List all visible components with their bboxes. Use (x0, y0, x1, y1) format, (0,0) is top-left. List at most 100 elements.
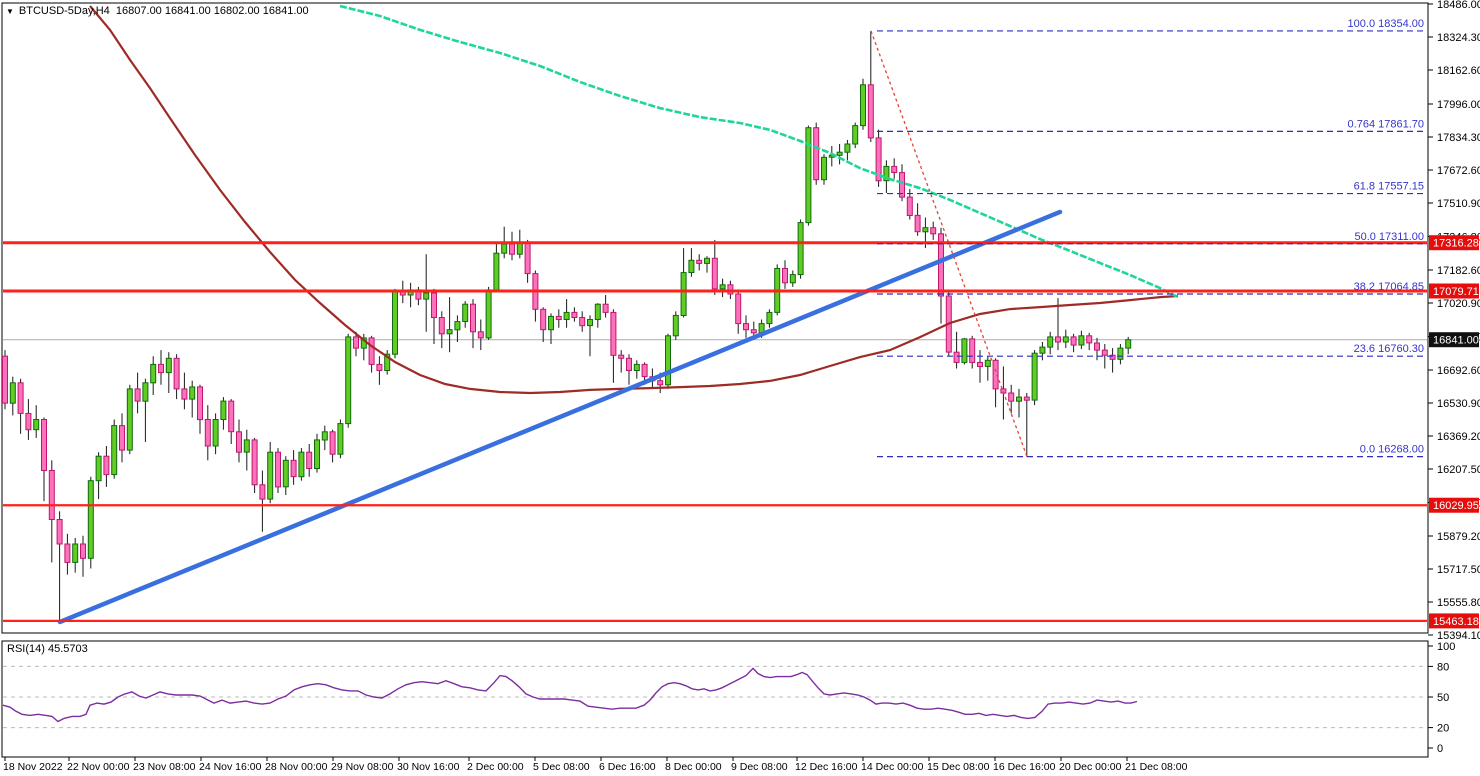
bear-candle (906, 196, 913, 217)
bull-candle (836, 151, 843, 156)
bear-candle (48, 470, 55, 520)
bull-candle (766, 311, 773, 325)
bull-candle (72, 543, 79, 563)
bull-candle (1117, 347, 1124, 360)
bear-candle (1070, 336, 1077, 346)
bear-candle (431, 292, 437, 318)
chart-plot-area[interactable] (2, 3, 1428, 633)
bear-candle (329, 431, 336, 455)
price-axis-label: 17182.60 (1437, 265, 1480, 277)
date-axis-label: 16 Dec 16:00 (993, 761, 1056, 773)
bull-candle (797, 222, 804, 276)
rsi-panel-area[interactable] (2, 641, 1428, 757)
bear-candle (750, 329, 757, 334)
bear-candle (251, 439, 258, 486)
bull-candle (321, 431, 328, 441)
bear-candle (204, 419, 211, 447)
bear-candle (290, 459, 297, 478)
bear-candle (477, 331, 484, 339)
bear-candle (696, 259, 703, 264)
bull-candle (165, 357, 172, 374)
bear-candle (236, 431, 242, 453)
bull-candle (462, 303, 469, 323)
bear-candle (930, 227, 937, 235)
bull-candle (9, 382, 16, 404)
ascending-trendline[interactable] (57, 209, 1063, 625)
date-axis-label: 5 Dec 08:00 (533, 761, 590, 773)
level-price-tag-bg (1429, 235, 1479, 251)
bull-candle (844, 143, 851, 153)
level-price-tag-bg (1429, 283, 1479, 299)
bear-candle (711, 257, 718, 290)
date-axis-label: 18 Nov 2022 (3, 761, 63, 773)
bull-candle (961, 338, 968, 363)
symbol-timeframe-label: BTCUSD-5Day,H4 (18, 5, 110, 17)
bull-candle (189, 386, 196, 400)
price-axis-label: 16207.50 (1437, 464, 1480, 476)
price-axis-label: 16530.90 (1437, 398, 1480, 410)
bear-candle (438, 317, 445, 335)
bear-candle (914, 214, 921, 233)
bear-candle (376, 363, 383, 371)
bull-candle (446, 329, 453, 335)
bull-candle (594, 303, 601, 321)
bull-candle (423, 292, 430, 300)
fib-level-label: 23.6 16760.30 (1354, 343, 1424, 355)
bull-candle (384, 353, 391, 372)
price-axis-label: 17672.60 (1437, 165, 1480, 177)
bear-candle (626, 357, 632, 371)
fib-level-label: 100.0 18354.00 (1348, 18, 1424, 30)
bear-candle (353, 336, 359, 349)
date-axis-area[interactable] (2, 758, 1428, 775)
price-axis-label: 16369.20 (1437, 431, 1480, 443)
date-axis-label: 8 Dec 00:00 (665, 761, 722, 773)
price-axis-area[interactable] (1428, 3, 1480, 757)
candlestick-series (2, 30, 1132, 621)
bull-candle (922, 227, 929, 233)
bull-candle (805, 127, 812, 224)
bear-candle (618, 354, 625, 359)
date-axis-label: 14 Dec 00:00 (861, 761, 924, 773)
bull-candle (243, 439, 250, 453)
bull-candle (345, 336, 352, 425)
bull-candle (87, 480, 94, 559)
current-price-tag-bg (1429, 332, 1479, 348)
bull-candle (298, 451, 305, 478)
bear-candle (891, 165, 898, 173)
bear-candle (275, 451, 281, 488)
bull-candle (587, 319, 593, 327)
price-axis-label: 18162.60 (1437, 65, 1480, 77)
bull-candle (220, 400, 227, 421)
level-price-tag: 17079.71 (1433, 286, 1479, 298)
date-axis-label: 15 Dec 08:00 (927, 761, 990, 773)
bear-candle (641, 363, 648, 378)
ohlc-quote-values: 16807.00 16841.00 16802.00 16841.00 (115, 5, 309, 17)
bear-candle (727, 284, 734, 295)
bear-candle (977, 361, 983, 367)
bull-candle (454, 321, 461, 331)
price-axis-label: 15879.20 (1437, 531, 1480, 543)
bull-candle (1125, 339, 1132, 349)
bear-candle (657, 380, 664, 386)
bear-candle (555, 315, 562, 320)
price-axis-label: 17834.30 (1437, 132, 1480, 144)
symbol-dropdown-icon[interactable]: ▼ (6, 7, 14, 16)
date-axis-label: 22 Nov 00:00 (67, 761, 130, 773)
date-axis-label: 21 Dec 08:00 (1125, 761, 1188, 773)
bull-candle (111, 425, 118, 476)
bull-candle (126, 388, 133, 451)
bull-candle (1031, 352, 1038, 401)
bull-candle (95, 455, 102, 482)
bull-candle (212, 419, 219, 447)
bear-candle (743, 323, 749, 331)
bear-candle (1008, 392, 1015, 402)
bear-candle (173, 357, 180, 390)
date-axis-label: 6 Dec 16:00 (599, 761, 656, 773)
bull-candle (1047, 336, 1054, 348)
bull-candle (142, 382, 149, 402)
bear-candle (540, 308, 547, 331)
bear-candle (56, 519, 63, 545)
bull-candle (563, 311, 570, 320)
